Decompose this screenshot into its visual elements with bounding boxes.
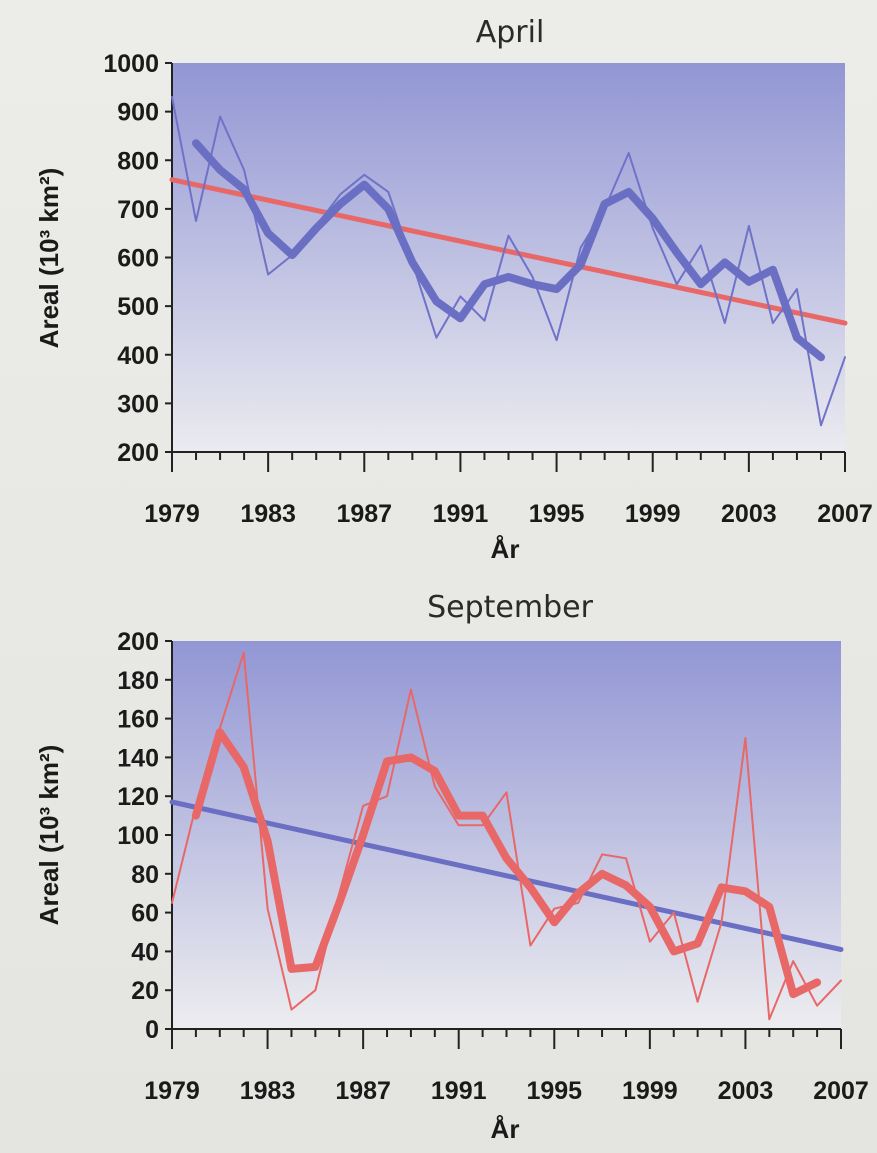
april-x-tick-label: 1999 — [625, 500, 681, 528]
september-trend-line — [169, 799, 844, 952]
september-smoothed-line — [191, 728, 822, 999]
september-x-tick-label: 1995 — [526, 1077, 582, 1105]
september-x-tick-label: 2003 — [718, 1077, 774, 1105]
september-x-tick-label: 1991 — [431, 1077, 487, 1105]
september-y-axis-label: Areal (10³ km²) — [34, 745, 64, 926]
september-x-tick-label: 1987 — [335, 1077, 391, 1105]
april-x-tick-label: 1991 — [433, 500, 489, 528]
september-y-tick-label: 100 — [117, 822, 159, 850]
september-marks: 0 20 40 60 80 100 120 140 160 180 200 1979 1983 1987 1… — [117, 628, 869, 1105]
april-y-axis-label: Areal (10³ km²) — [34, 168, 64, 349]
april-y-tick-label: 400 — [117, 342, 159, 370]
september-x-axis-label: År — [491, 1114, 520, 1144]
april-x-tick-label: 1987 — [336, 500, 392, 528]
april-y-tick-label: 900 — [117, 99, 159, 127]
september-y-tick-label: 120 — [117, 783, 159, 811]
september-plot-area — [172, 641, 841, 1029]
april-title: April — [476, 15, 545, 50]
september-y-tick-label: 80 — [131, 861, 159, 889]
april-y-tick-label: 600 — [117, 245, 159, 273]
september-y-tick-label: 20 — [131, 977, 159, 1005]
september-y-tick-label: 160 — [117, 706, 159, 734]
april-smoothed-line — [192, 139, 825, 362]
april-marks: 200 300 400 500 600 700 800 900 1000 1979 1983 1987… — [103, 50, 872, 528]
september-y-tick-label: 0 — [145, 1016, 159, 1044]
september-y-tick-label: 200 — [117, 628, 159, 656]
september-x-tick-label: 2007 — [813, 1077, 869, 1105]
september-title: September — [427, 590, 593, 625]
april-y-tick-label: 500 — [117, 293, 159, 321]
april-y-tick-label: 200 — [117, 439, 159, 467]
september-chart: September 0 20 40 60 80 100 120 140 160 180 200 197… — [34, 590, 869, 1144]
september-y-tick-label: 40 — [131, 938, 159, 966]
april-x-tick-label: 2003 — [721, 500, 777, 528]
september-x-tick-label: 1983 — [240, 1077, 296, 1105]
september-y-tick-label: 140 — [117, 744, 159, 772]
april-x-axis-label: År — [491, 534, 520, 564]
april-x-tick-label: 1983 — [240, 500, 296, 528]
april-trend-line — [169, 177, 848, 326]
april-y-tick-label: 1000 — [103, 50, 159, 78]
september-x-tick-label: 1999 — [622, 1077, 678, 1105]
april-y-tick-label: 700 — [117, 196, 159, 224]
april-chart: April 200 300 400 500 600 700 800 900 1000 1979 19… — [34, 15, 873, 564]
april-x-tick-label: 2007 — [817, 500, 873, 528]
april-plot-area — [172, 63, 845, 452]
april-x-tick-label: 1995 — [529, 500, 585, 528]
september-annual-line — [171, 651, 842, 1021]
september-y-tick-label: 60 — [131, 900, 159, 928]
april-x-tick-label: 1979 — [144, 500, 200, 528]
september-x-tick-label: 1979 — [144, 1077, 200, 1105]
april-annual-line — [171, 96, 846, 427]
september-y-tick-label: 180 — [117, 667, 159, 695]
april-y-tick-label: 800 — [117, 147, 159, 175]
april-y-tick-label: 300 — [117, 390, 159, 418]
